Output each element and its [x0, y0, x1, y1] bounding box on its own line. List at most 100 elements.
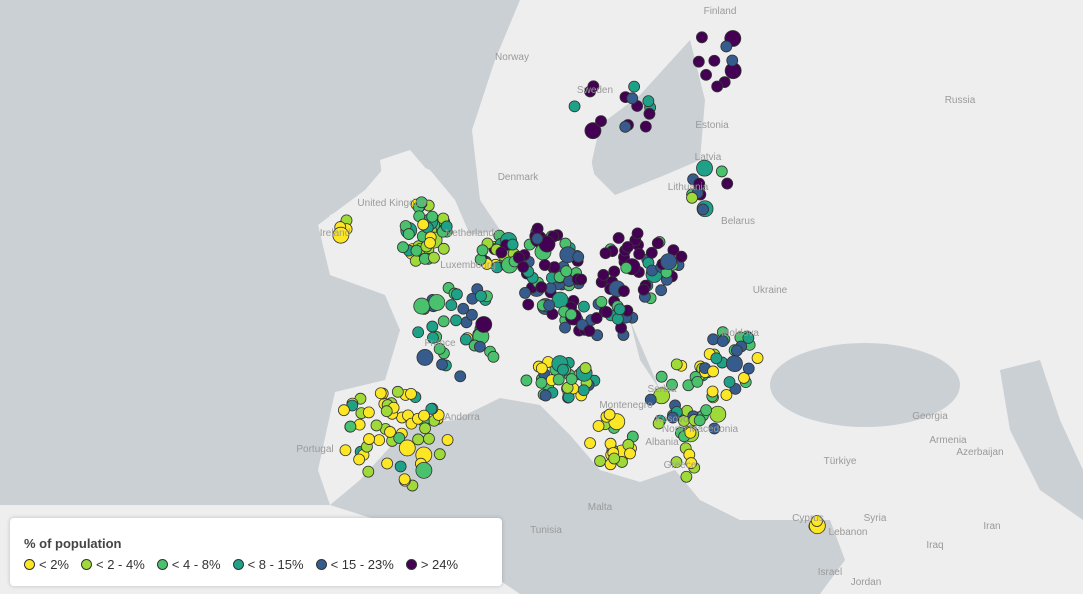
- country-label: Finland: [704, 6, 737, 17]
- country-label: Syria: [864, 513, 887, 524]
- country-label: Russia: [945, 95, 976, 106]
- country-label: Lebanon: [829, 527, 868, 538]
- location-dot: [626, 92, 639, 105]
- location-dot: [597, 269, 610, 281]
- legend-swatch: [315, 559, 327, 570]
- location-dot: [716, 335, 729, 348]
- location-dot: [709, 405, 727, 423]
- location-dot: [700, 68, 712, 81]
- legend-item: < 2%: [24, 557, 69, 572]
- location-dot: [415, 196, 428, 209]
- location-dot: [583, 324, 596, 337]
- location-dot: [393, 432, 406, 444]
- location-dot: [693, 414, 706, 427]
- location-dot: [454, 370, 467, 383]
- location-dot: [441, 434, 454, 446]
- location-dot: [402, 228, 415, 240]
- location-dot: [710, 352, 723, 365]
- location-dot: [339, 444, 352, 457]
- location-dot: [633, 248, 646, 260]
- location-dot: [397, 241, 409, 254]
- location-dot: [644, 393, 657, 406]
- location-dot: [608, 265, 621, 278]
- location-dot: [594, 455, 606, 467]
- location-dot: [459, 333, 472, 346]
- country-label: Cyprus: [792, 513, 824, 524]
- location-dot: [362, 465, 375, 478]
- location-dot: [726, 54, 739, 67]
- location-dot: [711, 80, 724, 93]
- location-dot: [620, 261, 633, 274]
- country-label: Belarus: [721, 216, 755, 227]
- location-dot: [584, 437, 596, 450]
- location-dot: [651, 237, 664, 250]
- location-dot: [344, 420, 357, 433]
- location-dot: [436, 358, 448, 371]
- location-dot: [426, 320, 439, 333]
- location-dot: [660, 253, 677, 270]
- location-dot: [707, 365, 719, 378]
- country-label: Moldova: [721, 328, 759, 339]
- location-dot: [557, 363, 569, 376]
- location-dot: [475, 316, 493, 333]
- location-dot: [437, 242, 450, 255]
- location-dot: [473, 340, 486, 353]
- location-dot: [451, 288, 463, 301]
- location-dot: [535, 362, 548, 375]
- location-dot: [684, 426, 697, 439]
- country-label: Iraq: [926, 540, 943, 551]
- location-dot: [624, 447, 636, 460]
- legend-swatch: [405, 559, 417, 570]
- location-dot: [362, 406, 375, 419]
- country-label: United Kingdom: [357, 198, 428, 209]
- location-dot: [715, 165, 728, 178]
- location-dot: [466, 308, 478, 321]
- location-dot: [696, 159, 713, 177]
- location-dot: [416, 349, 434, 366]
- location-dot: [680, 470, 693, 483]
- location-dot: [424, 236, 436, 249]
- country-label: Albania: [645, 437, 679, 448]
- location-dot: [552, 373, 565, 386]
- location-dot: [675, 250, 688, 263]
- location-dot: [572, 251, 585, 263]
- location-dot: [628, 80, 641, 93]
- location-dot: [535, 281, 548, 294]
- location-dot: [522, 298, 535, 311]
- location-dot: [418, 409, 430, 422]
- location-dot: [692, 55, 705, 68]
- country-label: Norway: [495, 52, 529, 63]
- location-dot: [363, 433, 375, 445]
- location-dot: [738, 372, 750, 384]
- legend-swatch: [24, 559, 35, 570]
- location-dot: [670, 456, 683, 469]
- location-dot: [595, 295, 608, 308]
- location-dot: [531, 222, 544, 235]
- location-dot: [332, 226, 350, 244]
- country-label: Tunisia: [530, 525, 562, 536]
- location-dot: [380, 405, 393, 418]
- location-dot: [720, 40, 733, 53]
- country-label: Iran: [983, 521, 1000, 532]
- location-dot: [720, 389, 733, 401]
- country-label: Ireland: [320, 228, 351, 239]
- location-dot: [685, 457, 698, 469]
- location-dot: [370, 419, 383, 432]
- location-dot: [578, 300, 590, 313]
- legend-swatch: [156, 559, 168, 570]
- location-dot: [686, 191, 698, 204]
- location-dot: [697, 203, 709, 216]
- location-dot: [590, 312, 603, 324]
- location-dot: [631, 227, 644, 240]
- location-dot: [584, 122, 602, 140]
- legend-label: < 2%: [39, 557, 69, 572]
- location-dot: [592, 420, 605, 432]
- location-dot: [394, 460, 407, 473]
- legend-item: < 4 - 8%: [156, 557, 221, 572]
- location-dot: [707, 333, 720, 346]
- location-dot: [506, 238, 519, 251]
- location-dot: [666, 411, 679, 424]
- location-dot: [428, 294, 446, 311]
- location-dot: [587, 80, 600, 93]
